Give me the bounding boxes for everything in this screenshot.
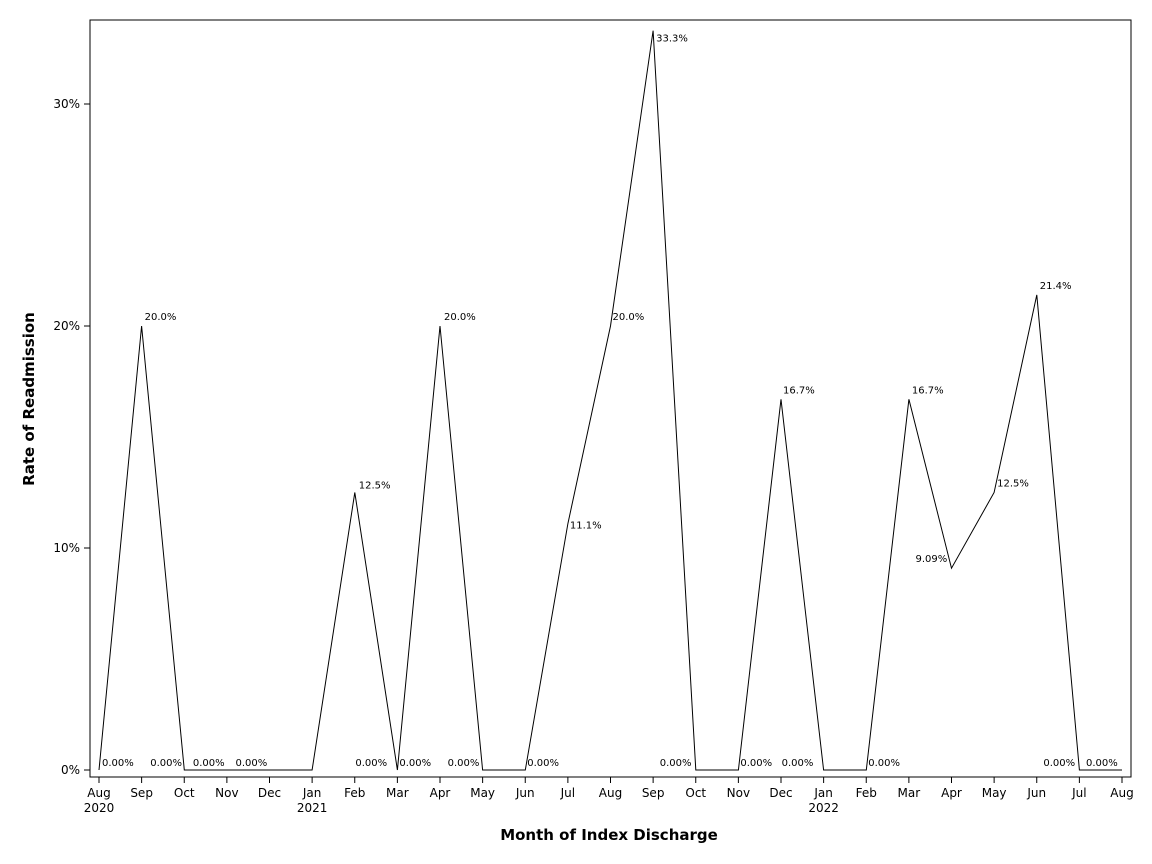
x-tick-label: Apr xyxy=(430,786,451,800)
y-axis: 0% 10% 20% 30% xyxy=(53,97,90,777)
x-tick-label: Aug xyxy=(87,786,110,800)
x-tick-label: Nov xyxy=(215,786,238,800)
x-tick-label: Jan xyxy=(302,786,322,800)
x-tick-label: Aug xyxy=(599,786,622,800)
y-axis-title: Rate of Readmission xyxy=(20,312,38,486)
data-label: 0.00% xyxy=(660,758,692,769)
series xyxy=(98,30,1123,771)
x-tick-label: Feb xyxy=(344,786,365,800)
data-label: 0.00% xyxy=(740,758,772,769)
data-label: 0.00% xyxy=(527,758,559,769)
x-tick-label: Jul xyxy=(1071,786,1086,800)
data-label: 0.00% xyxy=(193,758,225,769)
x-tick-label: Mar xyxy=(898,786,921,800)
data-label: 9.09% xyxy=(916,554,948,565)
x-tick-label: Jan xyxy=(813,786,833,800)
x-tick-label: Oct xyxy=(685,786,706,800)
data-label: 0.00% xyxy=(355,758,387,769)
data-label: 12.5% xyxy=(359,481,391,492)
x-tick-label: Apr xyxy=(941,786,962,800)
data-label: 0.00% xyxy=(448,758,480,769)
x-tick-label: Oct xyxy=(174,786,195,800)
data-label: 16.7% xyxy=(783,385,815,396)
x-year-label: 2021 xyxy=(297,801,328,815)
x-tick-label: Dec xyxy=(769,786,792,800)
x-tick-label: Sep xyxy=(642,786,665,800)
x-axis: Aug Sep Oct Nov Dec Jan Feb Mar Apr May Jun Jul Aug S… xyxy=(84,777,1134,815)
data-label: 0.00% xyxy=(150,758,182,769)
x-year-label: 2020 xyxy=(84,801,115,815)
x-tick-label: Jun xyxy=(1026,786,1046,800)
data-label: 0.00% xyxy=(782,758,814,769)
x-tick-label: Dec xyxy=(258,786,281,800)
data-label: 11.1% xyxy=(570,521,602,532)
data-label: 20.0% xyxy=(145,312,177,323)
y-tick-label: 0% xyxy=(61,763,80,777)
x-tick-label: May xyxy=(470,786,495,800)
data-label: 0.00% xyxy=(1086,758,1118,769)
x-tick-label: Feb xyxy=(856,786,877,800)
data-label: 12.5% xyxy=(997,479,1029,490)
x-tick-label: May xyxy=(982,786,1007,800)
data-label: 21.4% xyxy=(1040,281,1072,292)
plot-frame xyxy=(89,19,1132,778)
data-label: 0.00% xyxy=(236,758,268,769)
data-label: 16.7% xyxy=(912,385,944,396)
data-label: 33.3% xyxy=(656,34,688,45)
data-label: 20.0% xyxy=(444,312,476,323)
series-line xyxy=(98,30,1122,771)
data-label: 0.00% xyxy=(1043,758,1075,769)
data-label: 0.00% xyxy=(868,758,900,769)
x-axis-title: Month of Index Discharge xyxy=(500,826,718,844)
x-tick-label: Nov xyxy=(727,786,750,800)
data-label: 0.00% xyxy=(399,758,431,769)
y-tick-label: 20% xyxy=(53,319,80,333)
x-tick-label: Aug xyxy=(1110,786,1133,800)
data-label: 0.00% xyxy=(102,758,134,769)
x-year-label: 2022 xyxy=(808,801,839,815)
y-tick-label: 30% xyxy=(53,97,80,111)
x-tick-label: Jul xyxy=(560,786,575,800)
y-tick-label: 10% xyxy=(53,541,80,555)
x-tick-label: Jun xyxy=(515,786,535,800)
data-labels: 0.00% 20.0% 0.00% 0.00% 0.00% 0.00% 12.5% 0.00%… xyxy=(102,34,1118,769)
data-label: 20.0% xyxy=(613,312,645,323)
x-tick-label: Mar xyxy=(386,786,409,800)
x-tick-label: Sep xyxy=(130,786,153,800)
